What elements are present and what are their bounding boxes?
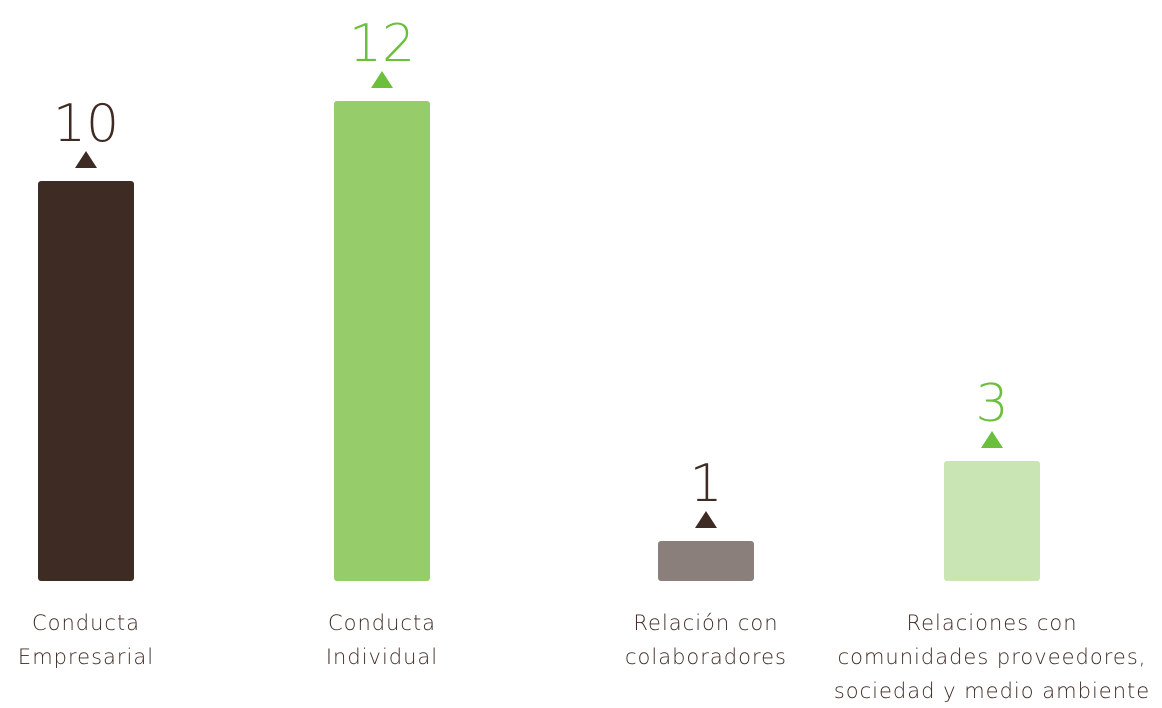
x-tick-label: Relaciones con comunidades proveedores, …	[833, 611, 1151, 703]
value-marker	[371, 71, 393, 88]
value-label: 1	[689, 454, 722, 514]
x-tick-label: Conducta Empresarial	[17, 611, 155, 669]
value-marker	[75, 151, 97, 168]
bar	[38, 181, 134, 581]
bar	[334, 101, 430, 581]
bar	[658, 541, 754, 581]
x-tick-label: Conducta Individual	[325, 611, 439, 669]
x-tick-label: Relación con colaboradores	[625, 611, 787, 669]
bar	[944, 461, 1040, 581]
value-label: 12	[349, 14, 415, 74]
value-marker	[981, 431, 1003, 448]
value-label: 3	[975, 374, 1008, 434]
value-marker	[695, 511, 717, 528]
value-label: 10	[53, 94, 119, 154]
